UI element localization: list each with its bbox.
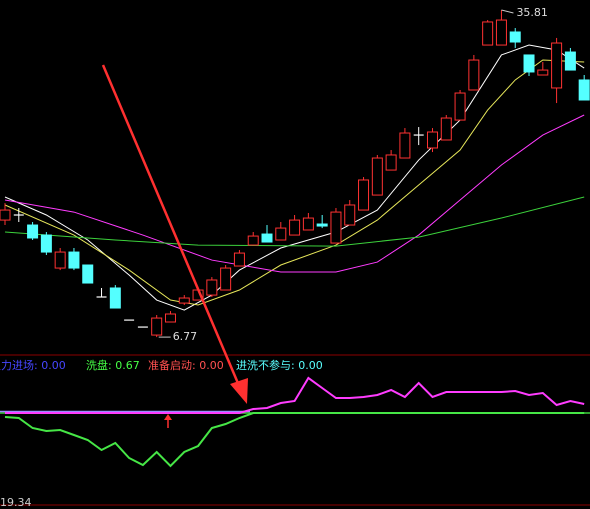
annotation: 6.77 [173, 330, 198, 343]
indicator-line [4, 412, 585, 468]
candle-body [440, 117, 452, 141]
candle-body [482, 21, 494, 46]
candle-body [302, 217, 314, 231]
candle-body [247, 235, 259, 246]
candle-body [468, 59, 480, 91]
candle-body [164, 313, 176, 323]
up-arrow [164, 414, 172, 428]
candle-body [289, 219, 301, 236]
ma-line [4, 114, 585, 273]
candle-body [178, 297, 190, 304]
ma-line [4, 196, 585, 247]
annotation-leader [501, 9, 514, 14]
candle-body [206, 279, 218, 296]
candle-body [68, 251, 80, 269]
candle-body [0, 209, 11, 221]
ma-line [4, 44, 585, 311]
candle-body [27, 224, 39, 239]
legend-entry: 洗盘: 0.67 [86, 358, 140, 372]
candle-body [495, 19, 507, 46]
candle-body [316, 223, 328, 227]
ma-line [4, 59, 585, 306]
candle-body [151, 317, 163, 336]
indicator-line [5, 376, 585, 414]
legend-entry: 进洗不参与: 0.00 [236, 358, 323, 372]
candle-body [551, 42, 563, 89]
candle-body [344, 204, 356, 226]
candle-body [537, 69, 549, 76]
arrow [101, 64, 248, 404]
candle-body [509, 31, 521, 43]
candle-body [426, 131, 438, 149]
candle-body [564, 51, 576, 71]
candle-body [109, 287, 121, 309]
legend-entry: 主力进场: 0.00 [0, 358, 66, 372]
candle-body [330, 211, 342, 244]
legend-entry: 准备启动: 0.00 [148, 358, 224, 372]
candle-body [371, 157, 383, 196]
candle-body [261, 233, 273, 243]
candle-body [40, 234, 52, 253]
candle-body [454, 92, 466, 121]
candle-body [358, 179, 370, 211]
annotation: 35.81 [516, 6, 548, 19]
candle-body [220, 267, 232, 291]
candle-body [399, 132, 411, 159]
axis-label: 19.34 [0, 496, 32, 509]
candle-body [578, 79, 590, 101]
candle-body [523, 54, 535, 73]
candle-body [275, 227, 287, 241]
candle-body [54, 251, 66, 269]
marks: 35.81 6.77 主力进场: 0.00 洗盘: 0.67 准备启动: 0.00 进洗不… [0, 6, 590, 509]
candle-body [82, 264, 94, 284]
candle-body [233, 252, 245, 267]
candle-body [385, 154, 397, 171]
